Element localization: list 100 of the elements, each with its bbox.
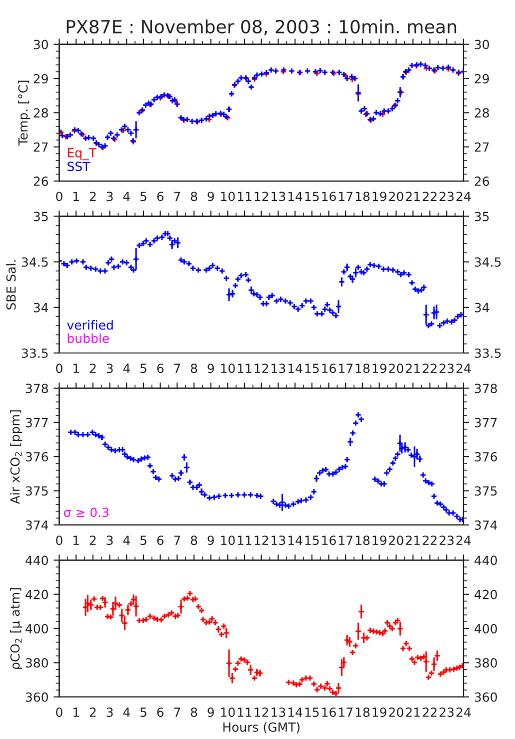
x-tick-label: 11	[238, 536, 252, 545]
x-tick-label: 9	[208, 192, 214, 202]
x-tick-label: 14	[288, 364, 302, 373]
x-tick-label: 18	[356, 708, 370, 717]
y-tick-label: 375	[26, 486, 48, 496]
y-axis-title: SBE Sal.	[6, 260, 16, 310]
x-tick-label: 10	[221, 192, 235, 202]
x-tick-label: 11	[238, 364, 252, 373]
x-tick-label: 6	[157, 364, 164, 374]
x-tick-label: 6	[157, 536, 164, 546]
x-tick-label: 3	[106, 708, 113, 717]
y-tick-label: 27	[34, 142, 48, 152]
y-tick-label: 376	[26, 452, 48, 462]
series-label: Eq_T	[68, 148, 96, 160]
x-tick-label: 0	[56, 192, 62, 202]
x-tick-label: 3	[106, 364, 113, 374]
x-tick-label: 1	[73, 536, 79, 545]
text: verified	[67, 320, 113, 330]
x-tick-label: 17	[339, 364, 352, 373]
x-tick-label: 15	[305, 708, 319, 717]
x-tick-label: 19	[372, 192, 386, 202]
x-tick-label: 17	[339, 708, 352, 717]
y-axis-title: Temp. [°C]	[18, 80, 30, 146]
x-tick-label: 13	[272, 364, 286, 374]
x-tick-label: 22	[422, 192, 437, 201]
x-tick-label: 19	[372, 364, 386, 374]
x-tick-label: 4	[123, 192, 130, 201]
x-tick-label: 16	[322, 708, 336, 717]
x-tick-label: 9	[208, 708, 214, 717]
x-tick-label: 24	[456, 192, 471, 201]
x-tick-label: 23	[440, 364, 454, 374]
x-tick-label: 7	[174, 536, 180, 545]
x-tick-label: 17	[339, 192, 352, 201]
y-tick-label: 26	[34, 176, 48, 186]
y2-tick-label: 33.5	[474, 348, 501, 358]
y-tick-label: 420	[26, 590, 48, 600]
x-tick-label: 1	[73, 364, 79, 373]
y2-tick-label: 35	[474, 212, 489, 222]
x-tick-label: 14	[288, 536, 302, 545]
x-tick-label: 12	[254, 364, 268, 373]
y-tick-label: 377	[26, 418, 48, 428]
x-tick-label: 21	[406, 192, 420, 201]
x-tick-label: 2	[90, 708, 96, 717]
x-tick-label: 5	[140, 364, 146, 374]
x-tick-label: 1	[73, 192, 79, 201]
x-tick-label: 13	[272, 708, 286, 717]
x-tick-label: 8	[190, 364, 198, 374]
y2-tick-label: 34.5	[474, 257, 501, 267]
x-tick-label: 0	[56, 536, 62, 546]
y-tick-label: 35	[34, 212, 48, 222]
x-tick-label: 3	[106, 536, 113, 546]
x-tick-label: 16	[322, 192, 336, 202]
x-tick-label: 9	[208, 364, 214, 374]
x-tick-label: 22	[422, 708, 437, 717]
x-tick-label: 19	[372, 708, 386, 717]
x-tick-label: 2	[90, 192, 96, 201]
x-tick-label: 11	[238, 708, 252, 717]
x-tick-label: 13	[272, 192, 286, 202]
y2-tick-label: 34	[474, 302, 490, 312]
x-tick-label: 23	[440, 536, 454, 546]
x-tick-label: 2	[90, 536, 96, 545]
legend-label: bubble	[68, 333, 109, 344]
x-tick-label: 5	[140, 192, 146, 202]
x-tick-label: 21	[406, 536, 420, 545]
y2-tick-label: 440	[474, 556, 497, 566]
x-tick-label: 20	[389, 192, 404, 202]
x-tick-label: 23	[440, 192, 454, 202]
y-tick-label: 33.5	[22, 348, 48, 358]
y2-tick-label: 376	[474, 452, 497, 462]
y2-tick-label: 420	[474, 590, 497, 600]
x-tick-label: 11	[238, 192, 252, 201]
x-tick-label: 21	[406, 708, 420, 717]
x-tick-label: 10	[221, 364, 235, 374]
y-tick-label: 34.5	[22, 257, 48, 267]
y-tick-label: 378	[26, 384, 48, 394]
x-tick-label: 10	[221, 708, 235, 717]
x-tick-label: 0	[56, 364, 62, 374]
y-axis-title: ρCO$_{2}$ [μ atm]	[10, 588, 22, 669]
y2-tick-label: 26	[474, 176, 490, 186]
x-tick-label: 8	[190, 536, 198, 546]
x-tick-label: 4	[123, 364, 130, 373]
y2-tick-label: 29	[474, 74, 489, 84]
y-tick-label: 440	[26, 556, 48, 566]
x-tick-label: 15	[305, 364, 319, 374]
y2-tick-label: 378	[474, 384, 497, 394]
x-tick-label: 4	[123, 708, 130, 717]
series-label: SST	[68, 162, 90, 172]
y2-tick-label: 400	[474, 624, 497, 634]
y2-tick-label: 27	[474, 142, 489, 152]
x-tick-label: 9	[208, 536, 214, 546]
x-tick-label: 23	[440, 708, 454, 717]
x-tick-label: 6	[157, 192, 164, 202]
x-tick-label: 22	[422, 536, 437, 545]
x-tick-label: 12	[254, 708, 268, 717]
x-tick-label: 20	[389, 708, 404, 717]
x-tick-label: 24	[456, 536, 471, 545]
x-tick-label: 5	[140, 536, 146, 546]
x-tick-label: 15	[305, 192, 319, 202]
x-tick-label: 20	[389, 536, 404, 546]
x-tick-label: 7	[174, 708, 180, 717]
